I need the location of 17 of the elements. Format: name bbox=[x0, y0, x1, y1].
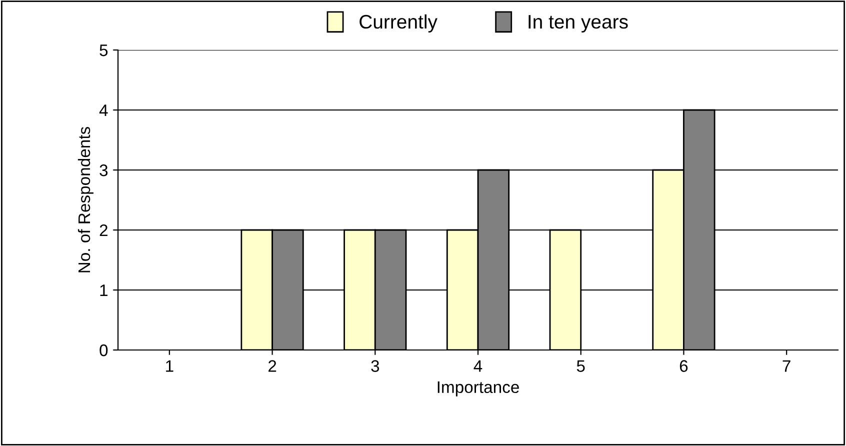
x-tick-label: 3 bbox=[371, 360, 380, 372]
y-tick-label: 5 bbox=[100, 44, 108, 56]
x-tick-label: 7 bbox=[782, 360, 790, 372]
legend-label: In ten years bbox=[528, 15, 628, 32]
y-axis-title: No. of Respondents bbox=[78, 126, 94, 272]
x-tick-label: 1 bbox=[166, 360, 174, 372]
y-tick-label: 4 bbox=[99, 104, 108, 116]
x-tick-label: 2 bbox=[268, 360, 276, 372]
x-tick-label: 4 bbox=[474, 360, 482, 372]
y-tick-label: 1 bbox=[100, 284, 108, 296]
y-tick-label: 3 bbox=[100, 164, 108, 176]
x-axis-title: Importance bbox=[438, 381, 519, 396]
y-tick-label: 2 bbox=[100, 224, 108, 236]
legend-label: Currently bbox=[360, 14, 438, 32]
x-tick-label: 5 bbox=[576, 360, 585, 372]
x-tick-label: 6 bbox=[680, 360, 688, 372]
y-tick-label: 0 bbox=[100, 344, 108, 356]
